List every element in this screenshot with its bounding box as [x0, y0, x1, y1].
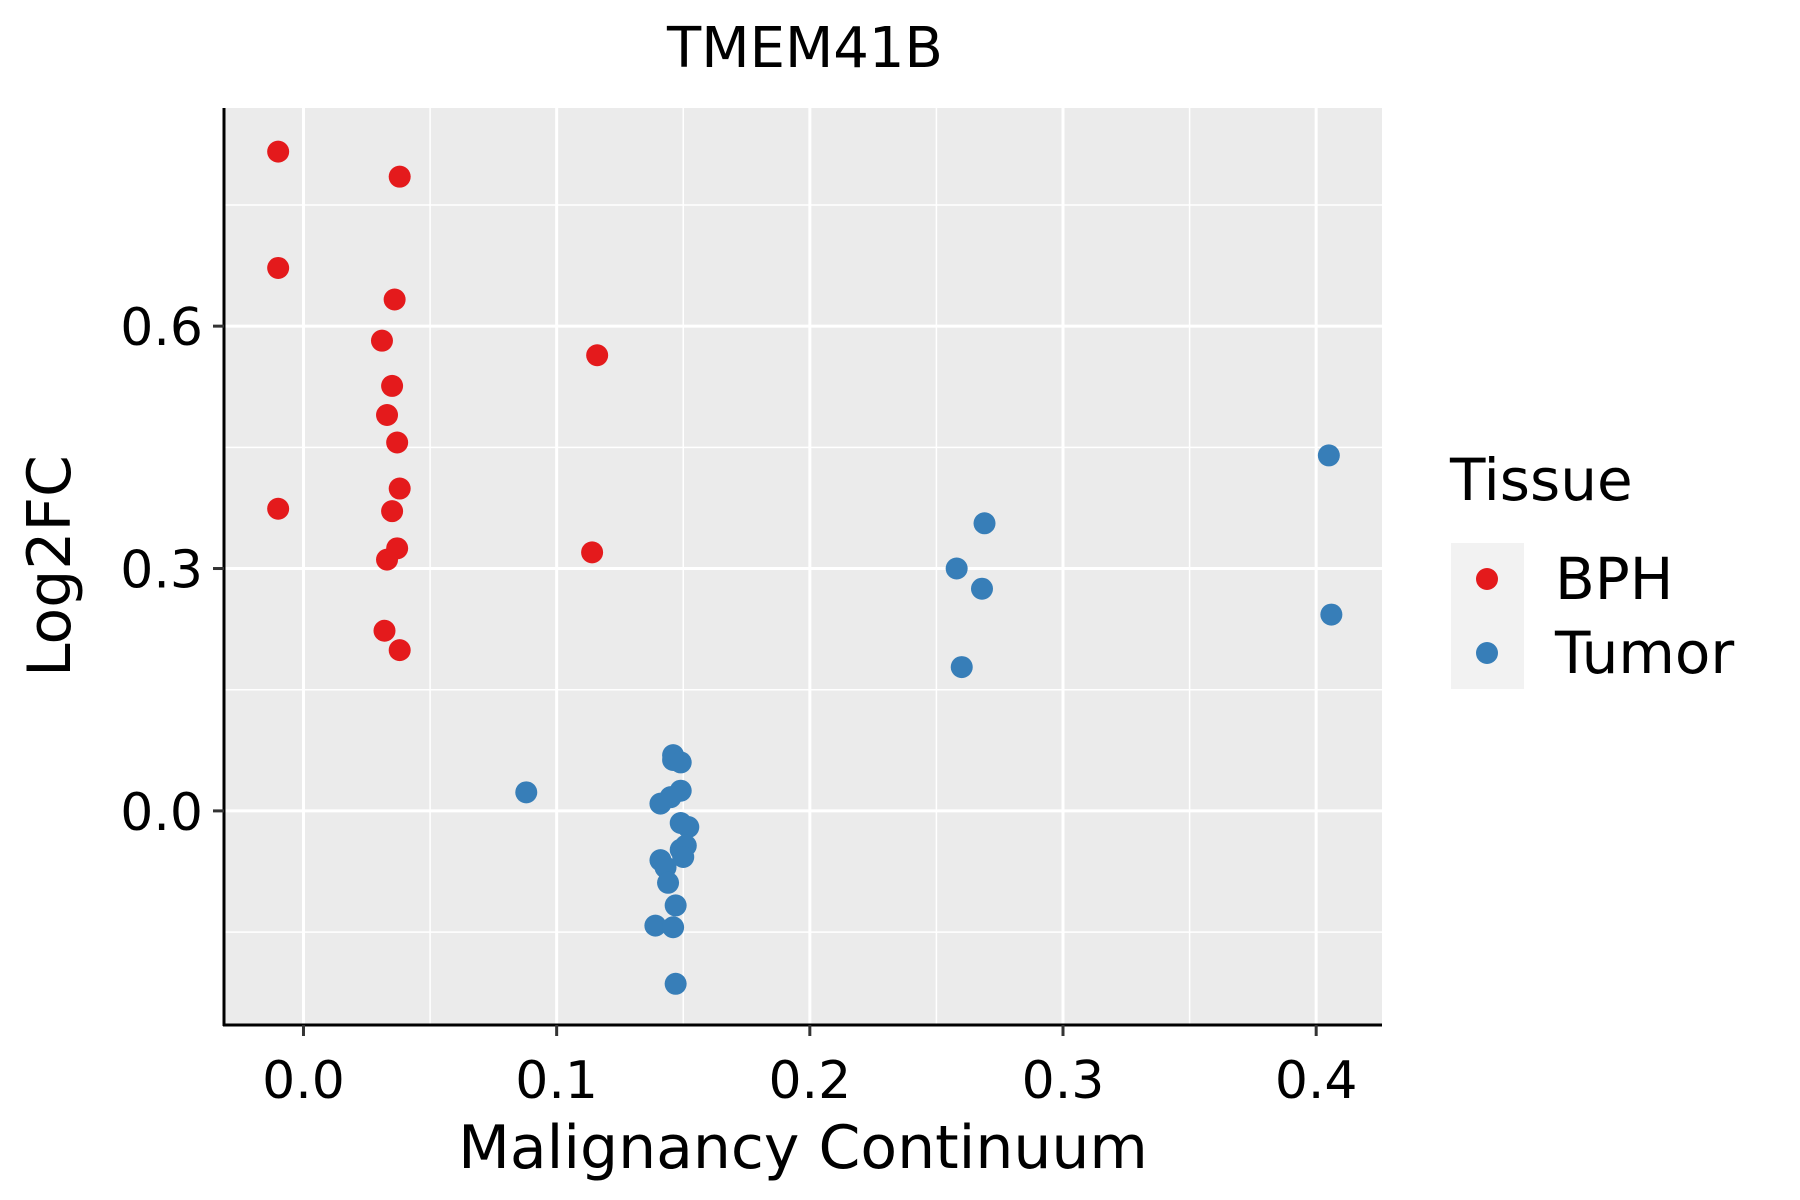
x-tick-label: 0.2 — [768, 1051, 851, 1111]
legend-key-tumor — [1476, 642, 1498, 664]
point-tumor — [664, 972, 687, 995]
point-tumor — [973, 512, 996, 535]
point-tumor — [664, 894, 687, 917]
point-bph — [586, 344, 609, 367]
point-tumor — [662, 916, 685, 939]
point-bph — [267, 497, 290, 520]
point-tumor — [677, 816, 700, 839]
point-tumor — [1317, 444, 1340, 467]
point-tumor — [644, 914, 667, 937]
point-bph — [267, 256, 290, 279]
point-tumor — [1320, 603, 1343, 626]
point-bph — [267, 140, 290, 163]
point-tumor — [950, 656, 973, 679]
point-bph — [381, 374, 404, 397]
chart-title: TMEM41B — [666, 16, 943, 81]
point-tumor — [657, 871, 680, 894]
point-bph — [383, 288, 406, 311]
legend-key-bph — [1476, 568, 1498, 590]
y-tick-label: 0.6 — [120, 298, 203, 358]
point-tumor — [649, 792, 672, 815]
point-bph — [381, 500, 404, 523]
y-tick-label: 0.3 — [120, 541, 203, 601]
y-axis-ticks: 0.0 0.3 0.6 — [120, 298, 224, 843]
point-bph — [386, 431, 409, 454]
point-bph — [373, 619, 396, 642]
legend-label-tumor: Tumor — [1554, 619, 1734, 687]
point-tumor — [672, 845, 695, 868]
legend-title: Tissue — [1449, 446, 1633, 514]
point-bph — [370, 329, 393, 352]
y-tick-label: 0.0 — [120, 783, 203, 843]
x-tick-label: 0.3 — [1022, 1051, 1105, 1111]
x-tick-label: 0.1 — [515, 1051, 598, 1111]
x-tick-label: 0.0 — [262, 1051, 345, 1111]
point-bph — [388, 165, 411, 188]
plot-panel — [225, 108, 1382, 1025]
x-axis-title: Malignancy Continuum — [458, 1113, 1148, 1183]
point-bph — [388, 477, 411, 500]
x-tick-label: 0.4 — [1275, 1051, 1358, 1111]
point-tumor — [515, 781, 538, 804]
point-bph — [376, 548, 399, 571]
point-bph — [581, 541, 604, 564]
point-tumor — [970, 577, 993, 600]
major-gridlines — [225, 108, 1382, 1025]
legend-label-bph: BPH — [1555, 545, 1673, 613]
point-tumor — [669, 751, 692, 774]
legend: Tissue BPH Tumor — [1449, 446, 1734, 689]
point-bph — [376, 404, 399, 427]
point-bph — [388, 639, 411, 662]
minor-gridlines — [225, 108, 1382, 1025]
data-points — [267, 140, 1343, 995]
point-tumor — [945, 557, 968, 580]
y-axis-title: Log2FC — [15, 455, 85, 677]
x-axis-ticks: 0.0 0.1 0.2 0.3 0.4 — [262, 1025, 1358, 1111]
